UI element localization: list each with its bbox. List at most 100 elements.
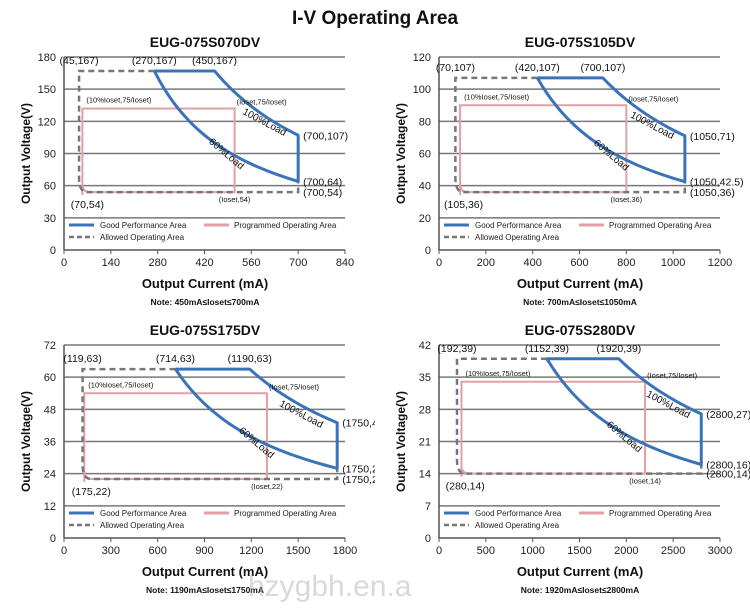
y-tick-label: 120 (38, 116, 56, 128)
allowed-operating-area (455, 357, 703, 475)
x-tick-label: 1800 (333, 545, 357, 557)
good-performance-area (545, 357, 703, 466)
programmed-top-left-label: (10%Ioset,75/Ioset) (88, 380, 154, 389)
programmed-operating-area (83, 392, 268, 483)
programmed-bottom-right-label: (Ioset,54) (219, 195, 251, 204)
programmed-top-left-label: (10%Ioset,75/Ioset) (86, 95, 152, 104)
x-tick-label: 400 (523, 257, 541, 269)
point-label: (1050,42.5) (690, 177, 744, 189)
y-tick-label: 100 (413, 84, 431, 96)
chart-panel-280: EUG-075S280DV 0 7 14 21 28 35 42 0 500 1000 1500 200… (375, 318, 750, 604)
programmed-top-right-label: (Ioset,75/Ioset) (237, 97, 288, 106)
chart-title: EUG-075S070DV (150, 34, 261, 50)
load-60-label: 60%Load (206, 137, 245, 173)
legend-good-label: Good Performance Area (100, 221, 187, 230)
point-label: (700,107) (580, 62, 625, 74)
point-label: (420,107) (515, 62, 560, 74)
legend-good-label: Good Performance Area (475, 221, 562, 230)
y-tick-label: 20 (419, 213, 431, 225)
y-tick-label: 40 (419, 181, 431, 193)
chart-title: EUG-075S280DV (525, 322, 636, 338)
x-tick-label: 560 (242, 257, 260, 269)
y-tick-label: 21 (419, 437, 431, 449)
x-tick-label: 0 (436, 257, 442, 269)
chart-svg: EUG-075S175DV 0 12 24 36 48 60 72 0 300 600 900 1200… (19, 322, 387, 595)
x-tick-label: 2500 (661, 545, 685, 557)
y-tick-label: 28 (419, 404, 431, 416)
y-tick-label: 120 (413, 52, 431, 64)
point-label: (1750,22) (342, 474, 375, 486)
point-label: (2800,16) (706, 459, 750, 471)
legend-allowed-label: Allowed Operating Area (100, 233, 185, 242)
y-tick-label: 7 (425, 501, 431, 513)
point-label: (175,22) (72, 486, 111, 498)
main-title: I-V Operating Area (291, 8, 459, 29)
point-label: (280,14) (446, 481, 485, 493)
good-performance-area (174, 367, 339, 470)
chart-note: Note: 1190mA≤Ioset≤1750mA (146, 585, 264, 595)
x-tick-label: 0 (61, 257, 67, 269)
point-label: (1750,43) (342, 418, 375, 430)
y-tick-label: 60 (44, 372, 56, 384)
chart-panel-175: EUG-075S175DV 0 12 24 36 48 60 72 0 300 600 900 1200… (0, 318, 387, 604)
legend-good-label: Good Performance Area (100, 509, 187, 518)
point-label: (700,64) (303, 176, 342, 188)
chart-note: Note: 700mA≤Ioset≤1050mA (523, 297, 637, 307)
allowed-operating-area (454, 76, 687, 194)
load-60-label: 60%Load (591, 138, 630, 174)
y-tick-label: 0 (425, 533, 431, 545)
load-60-label: 60%Load (604, 420, 643, 456)
load-100-label: 100%Load (628, 110, 675, 142)
x-axis-label: Output Current (mA) (142, 564, 268, 579)
x-tick-label: 1500 (286, 545, 310, 557)
x-tick-label: 500 (477, 545, 495, 557)
x-tick-label: 600 (570, 257, 588, 269)
x-tick-label: 280 (148, 257, 166, 269)
chart-note: Note: 1920mA≤Ioset≤2800mA (521, 585, 639, 595)
x-tick-label: 2000 (614, 545, 638, 557)
x-tick-label: 1200 (239, 545, 263, 557)
point-label: (45,167) (59, 55, 98, 67)
point-label: (1152,39) (525, 343, 569, 355)
point-label: (119,63) (63, 353, 101, 365)
y-axis-label: Output Voltage(V) (394, 391, 408, 492)
programmed-bottom-right-label: (Ioset,36) (610, 195, 642, 204)
point-label: (1050,36) (690, 187, 735, 199)
good-performance-area (152, 69, 300, 183)
point-label: (2800,27) (706, 409, 750, 421)
x-tick-label: 140 (102, 257, 120, 269)
legend-programmed-label: Programmed Operating Area (609, 509, 712, 518)
x-tick-label: 900 (195, 545, 213, 557)
x-tick-label: 1000 (661, 257, 685, 269)
y-tick-label: 12 (44, 501, 56, 513)
y-tick-label: 0 (50, 533, 56, 545)
y-tick-label: 0 (425, 245, 431, 257)
point-label: (270,167) (132, 55, 177, 67)
programmed-top-right-label: (Ioset,75/Ioset) (647, 371, 698, 380)
x-tick-label: 3000 (708, 545, 732, 557)
programmed-top-left-label: (10%Ioset,75/Ioset) (464, 92, 530, 101)
x-axis-label: Output Current (mA) (517, 276, 643, 291)
x-tick-label: 1500 (567, 545, 591, 557)
point-label: (70,107) (436, 62, 475, 74)
allowed-operating-area (77, 69, 300, 194)
legend-programmed-label: Programmed Operating Area (234, 509, 337, 518)
x-axis-label: Output Current (mA) (142, 276, 268, 291)
point-label: (105,36) (444, 199, 483, 211)
x-tick-label: 0 (61, 545, 67, 557)
y-tick-label: 90 (44, 149, 56, 161)
programmed-bottom-right-label: (Ioset,14) (629, 477, 661, 486)
point-label: (450,167) (192, 55, 237, 67)
y-tick-label: 180 (38, 52, 56, 64)
y-tick-label: 14 (419, 469, 431, 481)
x-tick-label: 1000 (520, 545, 544, 557)
watermark: hzygbh.en.a (248, 570, 412, 603)
point-label: (700,107) (303, 130, 348, 142)
point-label: (1050,71) (690, 131, 735, 143)
point-label: (70,54) (71, 199, 104, 211)
point-label: (700,54) (303, 187, 342, 199)
legend-allowed-label: Allowed Operating Area (475, 521, 560, 530)
x-tick-label: 700 (289, 257, 307, 269)
point-label: (714,63) (156, 353, 195, 365)
